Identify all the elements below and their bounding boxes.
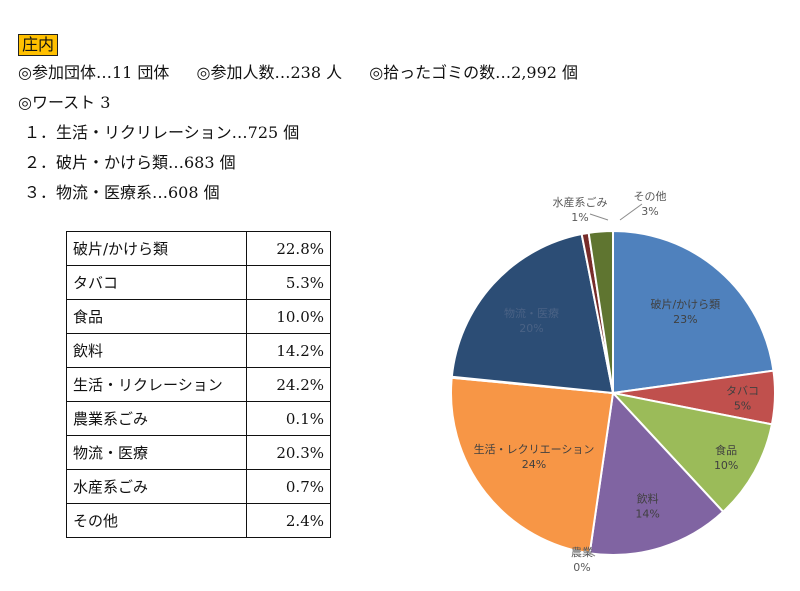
summary-line: ◎参加団体…11 団体 ◎参加人数…238 人 ◎拾ったゴミの数…2,992 個: [18, 62, 600, 84]
table-row: 農業系ごみ 0.1%: [66, 401, 331, 436]
category-name: 食品: [66, 299, 247, 334]
pie-slice: [610, 391, 774, 514]
pie-slice: [587, 229, 614, 394]
trash-count: ◎拾ったゴミの数…2,992 個: [369, 63, 579, 82]
table-row: 物流・医療 20.3%: [66, 435, 331, 470]
worst-item-2: ２．破片・かけら類…683 個: [24, 153, 236, 172]
slice-percent-label: 14%: [635, 507, 659, 520]
table-row: 破片/かけら類 22.8%: [66, 231, 331, 266]
category-percent: 0.1%: [246, 401, 331, 436]
category-name: タバコ: [66, 265, 247, 300]
table-row: 食品 10.0%: [66, 299, 331, 334]
category-percent: 20.3%: [246, 435, 331, 470]
category-name: 水産系ごみ: [66, 469, 247, 504]
table-row: 水産系ごみ 0.7%: [66, 469, 331, 504]
category-name: 農業系ごみ: [66, 401, 247, 436]
category-table: 破片/かけら類 22.8% タバコ 5.3% 食品 10.0% 飲料 14.2% 生活・…: [66, 231, 331, 538]
slice-percent-label: 1%: [571, 211, 588, 224]
leader-line: [583, 549, 596, 557]
slice-name-label: 生活・レクリエーション: [474, 442, 595, 456]
category-percent: 10.0%: [246, 299, 331, 334]
pie-slice: [450, 376, 615, 555]
worst-item-1: １．生活・リクリレーション…725 個: [24, 123, 300, 142]
category-percent: 24.2%: [246, 367, 331, 402]
slice-percent-label: 3%: [641, 205, 658, 218]
table-row: その他 2.4%: [66, 503, 331, 538]
slice-percent-label: 23%: [673, 313, 697, 326]
slice-name-label: 物流・医療: [504, 306, 559, 320]
slice-name-label: 破片/かけら類: [650, 297, 720, 311]
table-row: タバコ 5.3%: [66, 265, 331, 300]
slice-percent-label: 0%: [573, 561, 590, 574]
category-percent: 0.7%: [246, 469, 331, 504]
category-name: 物流・医療: [66, 435, 247, 470]
people-count: ◎参加人数…238 人: [196, 63, 343, 82]
slice-name-label: 食品: [715, 443, 737, 457]
category-percent: 22.8%: [246, 231, 331, 266]
category-percent: 14.2%: [246, 333, 331, 368]
category-name: 生活・リクレーション: [66, 367, 247, 402]
category-name: 破片/かけら類: [66, 231, 247, 266]
worst-title: ◎ワースト 3: [18, 93, 111, 112]
groups-count: ◎参加団体…11 団体: [18, 63, 170, 82]
slice-name-label: タバコ: [726, 385, 759, 398]
slice-percent-label: 10%: [714, 459, 738, 472]
pie-slice: [450, 232, 615, 395]
worst-item-3: ３．物流・医療系…608 個: [24, 183, 220, 202]
slice-name-label: 水産系ごみ: [553, 195, 608, 209]
slice-percent-label: 24%: [522, 458, 546, 471]
category-name: 飲料: [66, 333, 247, 368]
table-row: 生活・リクレーション 24.2%: [66, 367, 331, 402]
pie-slice: [588, 390, 725, 556]
category-percent: 2.4%: [246, 503, 331, 538]
area-badge: 庄内: [18, 34, 59, 56]
category-name: その他: [66, 503, 247, 538]
slice-percent-label: 20%: [519, 322, 543, 335]
leader-line: [589, 213, 609, 221]
slice-percent-label: 5%: [734, 400, 751, 413]
pie-chart: 破片/かけら類 23% タバコ 5% 食品 10% 飲料 14% 生活・レクリエーション 24% 農…: [450, 190, 776, 574]
slice-name-label: その他: [634, 190, 667, 203]
pie-slice: [612, 229, 775, 395]
slice-name-label: 農業: [571, 545, 593, 559]
category-percent: 5.3%: [246, 265, 331, 300]
leader-line: [619, 203, 643, 221]
slice-name-label: 飲料: [637, 491, 659, 505]
table-row: 飲料 14.2%: [66, 333, 331, 368]
